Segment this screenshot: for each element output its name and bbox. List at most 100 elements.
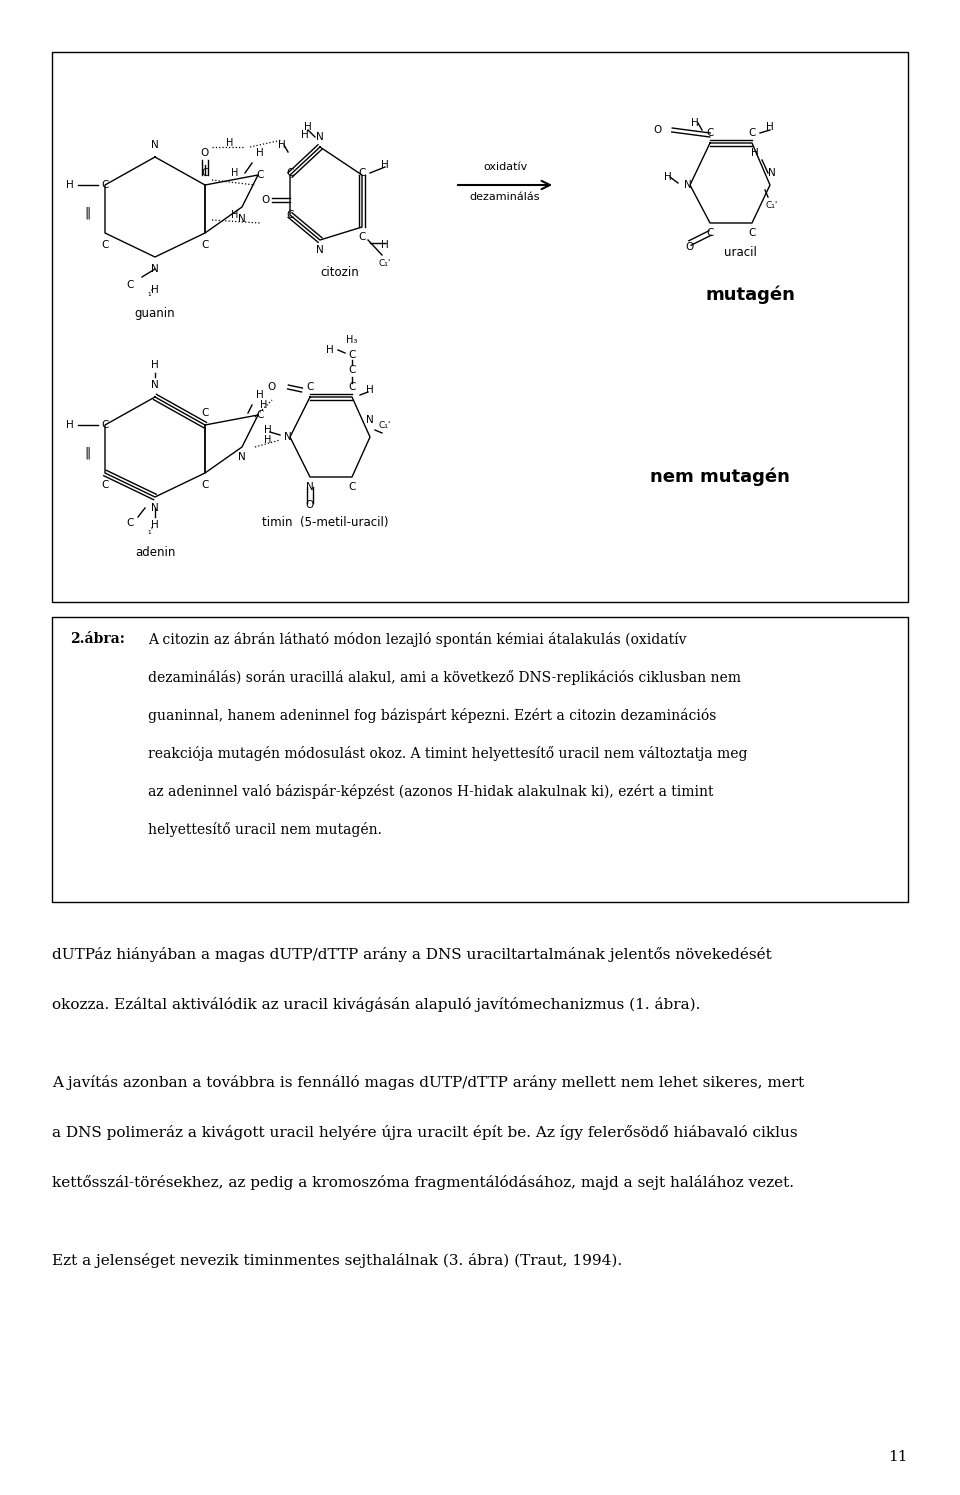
Text: N: N: [151, 380, 158, 390]
Text: O: O: [685, 242, 694, 253]
Text: C: C: [127, 517, 133, 528]
Text: C₁': C₁': [766, 200, 779, 209]
Text: C: C: [202, 241, 208, 250]
Text: H: H: [301, 130, 309, 141]
Text: ₁': ₁': [147, 289, 153, 298]
Text: Ezt a jelenséget nevezik timinmentes sejthalálnak (3. ábra) (Traut, 1994).: Ezt a jelenséget nevezik timinmentes sej…: [52, 1253, 622, 1268]
Text: H: H: [151, 286, 158, 295]
Text: H₃: H₃: [347, 335, 358, 345]
Text: helyettesítő uracil nem mutagén.: helyettesítő uracil nem mutagén.: [148, 822, 382, 837]
Text: H: H: [278, 141, 286, 150]
Text: C: C: [102, 420, 108, 431]
Text: uracil: uracil: [724, 247, 756, 260]
Text: H: H: [366, 386, 373, 395]
Text: C: C: [102, 480, 108, 490]
Text: ₁': ₁': [147, 526, 153, 535]
Text: H: H: [751, 148, 758, 158]
Text: C: C: [102, 241, 108, 250]
Text: N: N: [238, 214, 246, 224]
Text: A javítás azonban a továbbra is fennálló magas dUTP/dTTP arány mellett nem lehet: A javítás azonban a továbbra is fennálló…: [52, 1075, 804, 1090]
Text: O: O: [654, 126, 662, 135]
Text: okozza. Ezáltal aktiválódik az uracil kivágásán alapuló javítómechanizmus (1. áb: okozza. Ezáltal aktiválódik az uracil ki…: [52, 997, 701, 1012]
Text: H: H: [381, 241, 389, 250]
Text: N: N: [316, 245, 324, 256]
Text: H: H: [664, 172, 672, 182]
Text: H: H: [227, 138, 233, 148]
Text: N: N: [151, 141, 158, 150]
Text: C: C: [127, 280, 133, 290]
Text: C: C: [358, 232, 366, 242]
Text: C: C: [358, 167, 366, 178]
Text: nem mutagén: nem mutagén: [650, 468, 790, 486]
Text: C: C: [348, 365, 356, 375]
Text: guaninnal, hanem adeninnel fog bázispárt képezni. Ezért a citozin dezaminációs: guaninnal, hanem adeninnel fog bázispárt…: [148, 709, 716, 724]
Text: H: H: [260, 401, 268, 410]
Text: ‖: ‖: [84, 447, 91, 459]
Text: C: C: [202, 480, 208, 490]
Text: H: H: [256, 390, 264, 401]
Text: H: H: [264, 425, 272, 435]
Text: O: O: [261, 194, 269, 205]
Text: H: H: [691, 118, 699, 129]
Text: O: O: [306, 499, 314, 510]
Text: C: C: [306, 383, 314, 392]
Text: H: H: [304, 123, 312, 132]
Text: C: C: [707, 129, 713, 138]
Text: C: C: [256, 170, 264, 179]
Text: H: H: [256, 148, 264, 158]
Text: C: C: [748, 229, 756, 238]
Text: C₁': C₁': [379, 420, 391, 429]
Text: N: N: [238, 451, 246, 462]
Text: C: C: [348, 383, 356, 392]
Text: adenin: adenin: [134, 547, 175, 559]
Text: oxidatív: oxidatív: [483, 161, 527, 172]
Text: dUTPáz hiányában a magas dUTP/dTTP arány a DNS uraciltartalmának jelentős növeke: dUTPáz hiányában a magas dUTP/dTTP arány…: [52, 946, 772, 961]
Text: dezaminálás: dezaminálás: [469, 191, 540, 202]
Text: reakciója mutagén módosulást okoz. A timint helyettesítő uracil nem változtatja : reakciója mutagén módosulást okoz. A tim…: [148, 746, 748, 761]
Text: C: C: [256, 410, 264, 420]
Text: C: C: [286, 209, 294, 220]
Text: H: H: [381, 160, 389, 170]
Text: O: O: [268, 383, 276, 392]
Text: ‖: ‖: [84, 206, 91, 220]
Text: N: N: [768, 167, 776, 178]
Text: guanin: guanin: [134, 306, 176, 320]
Text: C: C: [286, 167, 294, 178]
Text: H: H: [231, 209, 239, 220]
Text: N: N: [151, 265, 158, 274]
Text: O: O: [201, 148, 209, 158]
Text: N: N: [306, 481, 314, 492]
Bar: [52, 617, 908, 901]
Text: H: H: [766, 123, 774, 132]
Text: H: H: [151, 520, 158, 531]
Text: C: C: [348, 481, 356, 492]
Text: mutagén: mutagén: [705, 286, 795, 305]
Bar: [52, 52, 908, 602]
Text: C: C: [348, 350, 356, 360]
Text: N: N: [684, 179, 692, 190]
Text: C₁': C₁': [379, 259, 391, 268]
Text: H: H: [231, 167, 239, 178]
Text: citozin: citozin: [321, 266, 359, 280]
Text: a DNS polimeráz a kivágott uracil helyére újra uracilt épít be. Az így felerősöd: a DNS polimeráz a kivágott uracil helyér…: [52, 1126, 798, 1141]
Text: az adeninnel való bázispár-képzést (azonos H-hidak alakulnak ki), ezért a timint: az adeninnel való bázispár-képzést (azon…: [148, 783, 713, 798]
Text: dezaminálás) során uracillá alakul, ami a következő DNS-replikációs ciklusban ne: dezaminálás) során uracillá alakul, ami …: [148, 670, 741, 685]
Text: N: N: [366, 416, 373, 425]
Text: C: C: [102, 179, 108, 190]
Text: kettősszál-törésekhez, az pedig a kromoszóma fragmentálódásához, majd a sejt hal: kettősszál-törésekhez, az pedig a kromos…: [52, 1175, 794, 1190]
Text: H: H: [151, 360, 158, 369]
Text: C: C: [202, 167, 208, 178]
Text: A citozin az ábrán látható módon lezajló spontán kémiai átalakulás (oxidatív: A citozin az ábrán látható módon lezajló…: [148, 632, 686, 647]
Text: H: H: [264, 435, 272, 446]
Text: 2.ábra:: 2.ábra:: [70, 632, 125, 646]
Text: N: N: [316, 132, 324, 142]
Text: 11: 11: [889, 1450, 908, 1464]
Text: C: C: [748, 129, 756, 138]
Text: timin  (5-metil-uracil): timin (5-metil-uracil): [262, 516, 388, 529]
Text: C: C: [202, 408, 208, 419]
Text: N: N: [151, 502, 158, 513]
Text: C: C: [707, 229, 713, 238]
Text: H: H: [66, 179, 74, 190]
Text: H: H: [66, 420, 74, 431]
Text: H: H: [326, 345, 334, 354]
